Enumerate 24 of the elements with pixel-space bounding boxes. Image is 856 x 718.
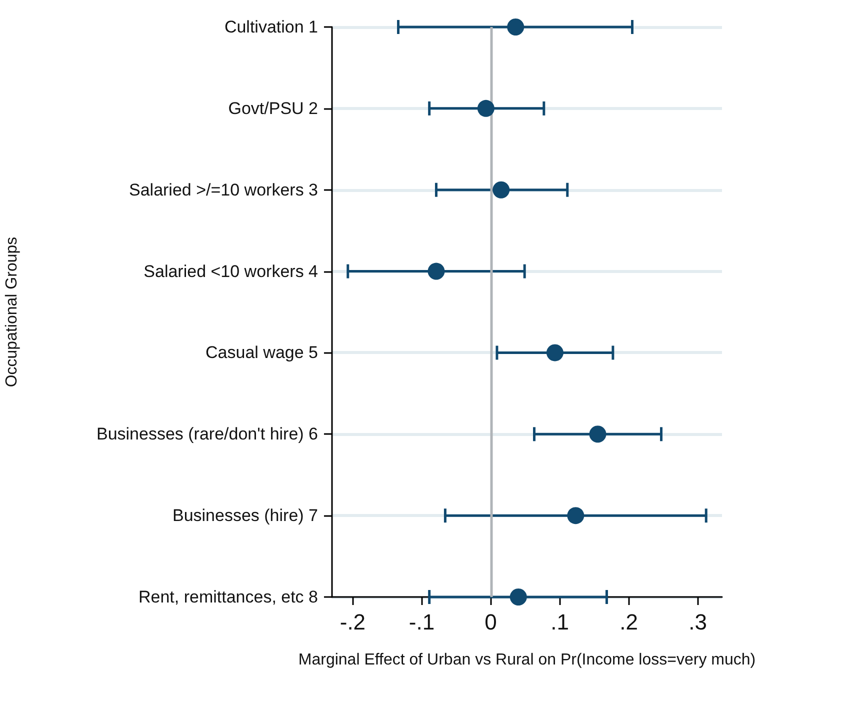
y-tick-label: Rent, remittances, etc 8: [138, 588, 318, 606]
y-tick-label: Cultivation 1: [224, 18, 318, 36]
y-tick-label: Businesses (rare/don't hire) 6: [96, 424, 318, 444]
x-tick-label: .3: [688, 610, 708, 634]
y-tick-label: Salaried >/=10 workers 3: [129, 180, 318, 200]
x-tick-label: -.1: [408, 610, 435, 634]
x-tick-label: .1: [550, 610, 569, 634]
x-tick-label: -.2: [340, 610, 366, 634]
point: [428, 262, 445, 280]
y-tick-label: Govt/PSU 2: [228, 98, 318, 118]
point: [510, 588, 527, 606]
point: [507, 18, 524, 36]
y-tick-label: Salaried <10 workers 4: [144, 262, 318, 281]
point: [589, 426, 606, 443]
point: [477, 100, 494, 117]
point: [567, 507, 584, 524]
x-axis-title: Marginal Effect of Urban vs Rural on Pr(Income loss=very much): [298, 652, 756, 668]
y-tick-label: Businesses (hire) 7: [172, 506, 318, 526]
x-tick-label: .2: [620, 610, 638, 634]
y-axis-title: Occupational Groups: [4, 236, 20, 388]
point: [492, 181, 510, 198]
y-tick-label: Casual wage 5: [206, 343, 318, 362]
x-tick-label: 0: [484, 610, 497, 634]
point: [546, 344, 564, 362]
